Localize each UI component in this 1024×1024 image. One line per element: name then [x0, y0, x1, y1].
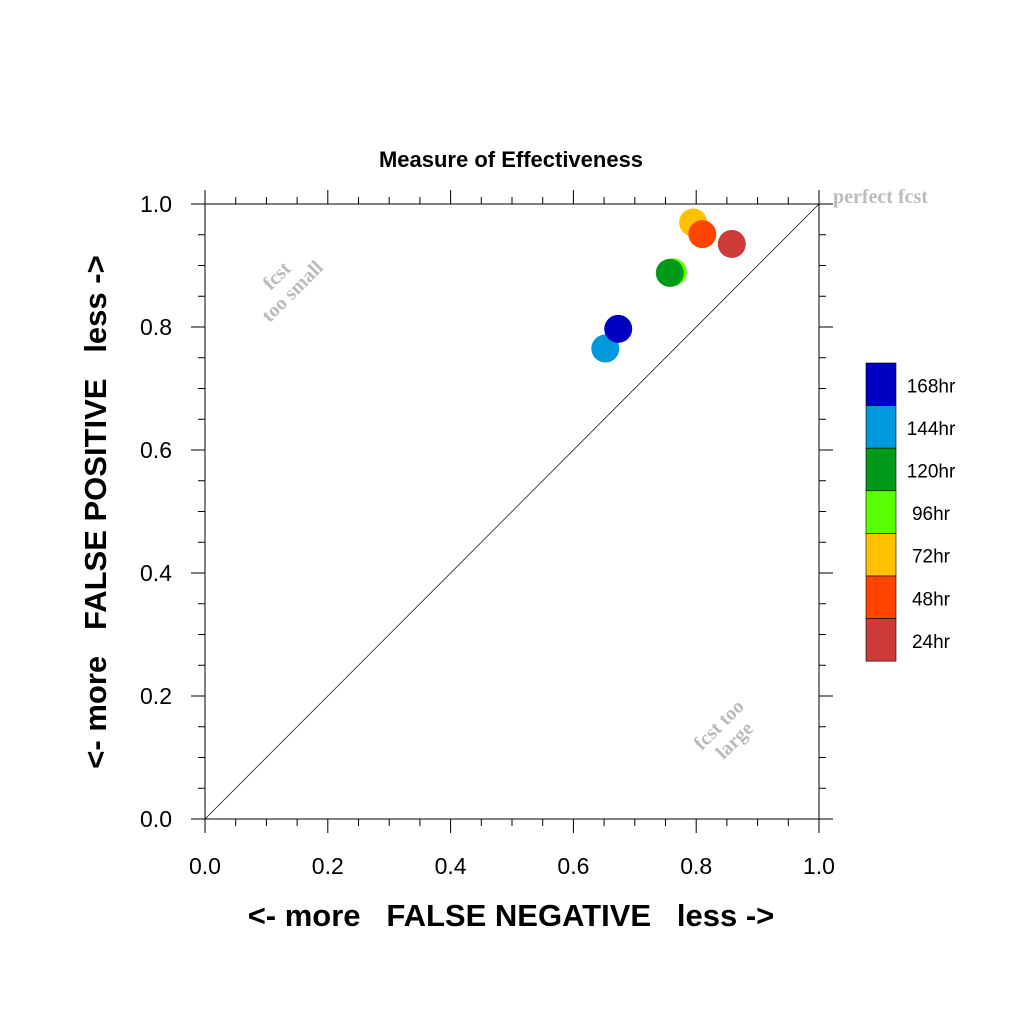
y-tick-label: 0.2 — [140, 683, 172, 709]
legend-label: 24hr — [912, 632, 951, 653]
x-tick-label: 1.0 — [803, 853, 835, 879]
legend-label: 120hr — [907, 462, 956, 483]
annotation-line: too small — [258, 256, 328, 326]
y-tick-label: 0.0 — [140, 806, 172, 832]
point-48hr — [688, 220, 717, 249]
y-tick-label: 0.8 — [140, 314, 172, 340]
legend-swatch-120hr — [865, 447, 897, 492]
point-168hr — [604, 314, 633, 343]
legend-swatch-96hr — [865, 490, 897, 534]
legend-label: 48hr — [912, 589, 951, 610]
point-120hr — [655, 258, 684, 287]
legend-label: 96hr — [912, 504, 951, 525]
x-axis-label: <- more FALSE NEGATIVE less -> — [248, 898, 775, 933]
y-axis-ticks: 0.0 0.2 0.4 0.6 0.8 1.0 — [140, 191, 833, 832]
x-tick-label: 0.4 — [435, 853, 467, 879]
point-24hr — [717, 229, 746, 258]
y-tick-label: 0.4 — [140, 560, 172, 586]
legend-swatch-48hr — [865, 575, 897, 619]
y-tick-label: 0.6 — [140, 437, 172, 463]
diagonal-line — [204, 203, 820, 820]
legend-swatch-144hr — [865, 405, 897, 449]
legend-swatch-72hr — [865, 533, 897, 577]
x-tick-label: 0.6 — [557, 853, 589, 879]
x-axis-ticks: 0.0 0.2 0.4 0.6 0.8 1.0 — [189, 190, 835, 879]
perfect-forecast-line: perfect fcst — [204, 186, 928, 820]
x-tick-label: 0.0 — [189, 853, 221, 879]
legend-label: 72hr — [912, 547, 951, 568]
legend: 168hr 144hr 120hr 96hr 72hr 48hr 24hr — [865, 362, 956, 662]
x-tick-label: 0.2 — [312, 853, 344, 879]
chart-title: Measure of Effectiveness — [379, 147, 643, 172]
y-axis-label: <- more FALSE POSITIVE less -> — [78, 255, 113, 768]
legend-swatch-24hr — [865, 618, 897, 662]
legend-swatch-168hr — [865, 362, 897, 406]
legend-label: 168hr — [907, 376, 956, 397]
x-tick-label: 0.8 — [680, 853, 712, 879]
y-tick-label: 1.0 — [140, 191, 172, 217]
legend-label: 144hr — [907, 419, 956, 440]
data-points — [591, 208, 746, 363]
perfect-fcst-label: perfect fcst — [833, 186, 928, 208]
